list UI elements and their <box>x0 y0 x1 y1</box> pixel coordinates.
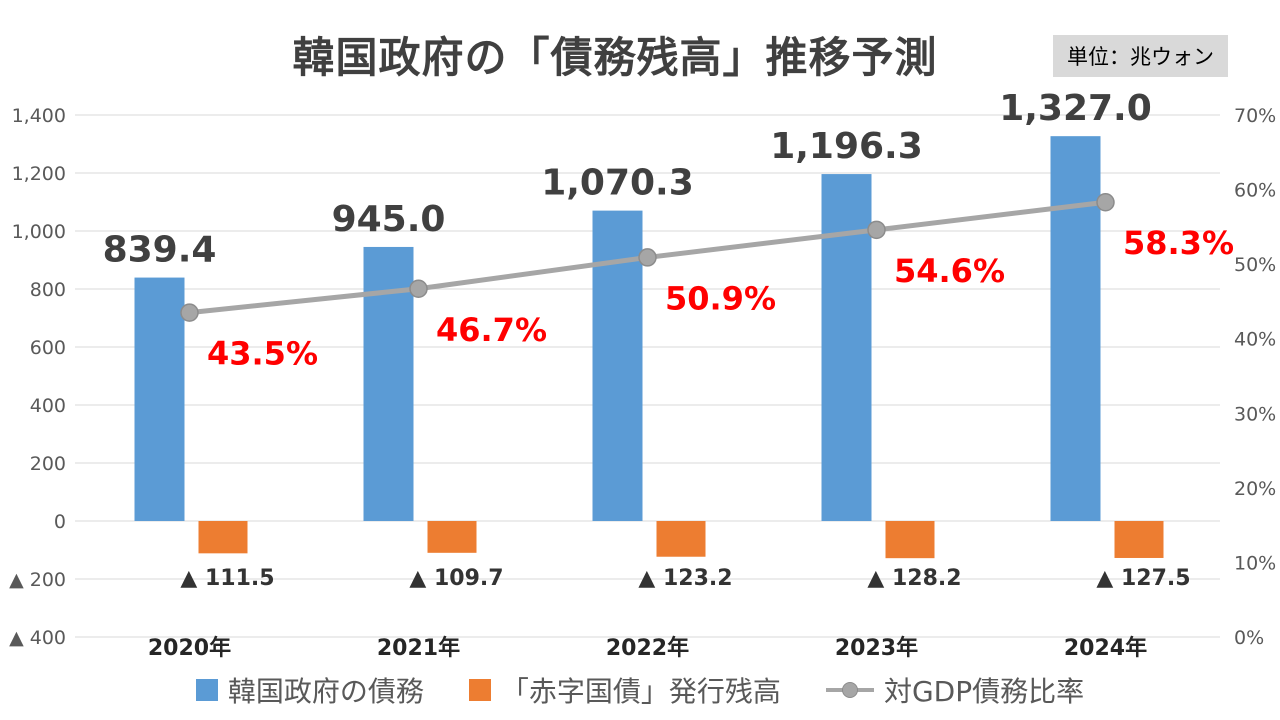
left-axis-tick-label: ▲ 400 <box>9 627 66 649</box>
left-axis-tick-label: 600 <box>30 337 66 359</box>
right-axis-tick-label: 40% <box>1234 329 1276 351</box>
deficit-value-label: ▲ 127.5 <box>1096 566 1190 591</box>
chart-legend: 韓国政府の債務 「赤字国債」発行残高 対GDP債務比率 <box>0 670 1280 710</box>
unit-badge: 単位：兆ウォン <box>1053 35 1228 77</box>
deficit-value-label: ▲ 128.2 <box>867 566 961 591</box>
category-label: 2024年 <box>1064 635 1147 661</box>
legend-label: 韓国政府の債務 <box>227 675 424 708</box>
left-axis-tick-label: 1,400 <box>12 105 66 127</box>
deficit-value-label: ▲ 123.2 <box>638 566 732 591</box>
gdp-ratio-point <box>409 279 428 299</box>
chart-title: 韓国政府の「債務残高」推移予測 <box>292 33 938 82</box>
legend-swatch-square <box>468 679 491 701</box>
right-axis-tick-label: 30% <box>1234 403 1276 425</box>
category-label: 2022年 <box>606 635 689 661</box>
bar-government-debt <box>821 174 872 521</box>
debt-value-label: 1,070.3 <box>541 163 694 204</box>
bar-deficit-bonds <box>656 521 706 557</box>
debt-value-label: 839.4 <box>103 230 217 271</box>
gdp-ratio-point <box>638 248 657 267</box>
legend-item-1: 「赤字国債」発行残高 <box>468 670 781 710</box>
bar-deficit-bonds <box>1114 521 1164 558</box>
gdp-ratio-point <box>867 220 886 240</box>
right-axis-tick-label: 70% <box>1234 105 1276 127</box>
gdp-percent-label: 43.5% <box>207 335 318 373</box>
gdp-percent-label: 50.9% <box>665 279 776 317</box>
category-label: 2023年 <box>835 635 918 661</box>
gdp-ratio-point <box>1096 192 1115 212</box>
left-axis-tick-label: 400 <box>30 395 66 417</box>
gdp-percent-label: 46.7% <box>436 311 547 349</box>
gdp-percent-label: 54.6% <box>894 252 1005 290</box>
debt-value-label: 1,327.0 <box>999 88 1152 129</box>
legend-item-0: 韓国政府の債務 <box>195 670 424 710</box>
right-axis-tick-label: 0% <box>1234 627 1264 649</box>
right-axis-tick-label: 20% <box>1234 478 1276 500</box>
legend-swatch-line-dot <box>825 679 874 701</box>
left-axis-tick-label: 200 <box>30 453 66 475</box>
right-axis-tick-label: 60% <box>1234 180 1276 202</box>
left-axis-tick-label: 0 <box>54 511 66 533</box>
deficit-value-label: ▲ 109.7 <box>409 566 503 591</box>
debt-value-label: 945.0 <box>332 199 446 240</box>
legend-label: 対GDP債務比率 <box>883 675 1085 708</box>
category-label: 2020年 <box>148 635 231 661</box>
bar-government-debt <box>134 277 185 521</box>
legend-item-2: 対GDP債務比率 <box>825 670 1085 710</box>
left-axis-tick-label: 1,000 <box>12 221 66 243</box>
legend-label: 「赤字国債」発行残高 <box>500 675 781 708</box>
category-label: 2021年 <box>377 635 460 661</box>
legend-swatch-square <box>195 679 218 701</box>
right-axis-tick-label: 10% <box>1234 552 1276 574</box>
bar-deficit-bonds <box>427 521 477 553</box>
bar-deficit-bonds <box>885 521 935 559</box>
gdp-ratio-point <box>180 303 199 322</box>
bar-government-debt <box>1050 136 1101 522</box>
left-axis-tick-label: 1,200 <box>12 163 66 185</box>
bar-deficit-bonds <box>198 521 248 554</box>
gdp-percent-label: 58.3% <box>1123 224 1234 262</box>
deficit-value-label: ▲ 111.5 <box>180 566 274 591</box>
right-axis-tick-label: 50% <box>1234 254 1276 276</box>
left-axis-tick-label: ▲ 200 <box>9 569 66 591</box>
debt-value-label: 1,196.3 <box>770 126 923 167</box>
left-axis-tick-label: 800 <box>30 279 66 301</box>
